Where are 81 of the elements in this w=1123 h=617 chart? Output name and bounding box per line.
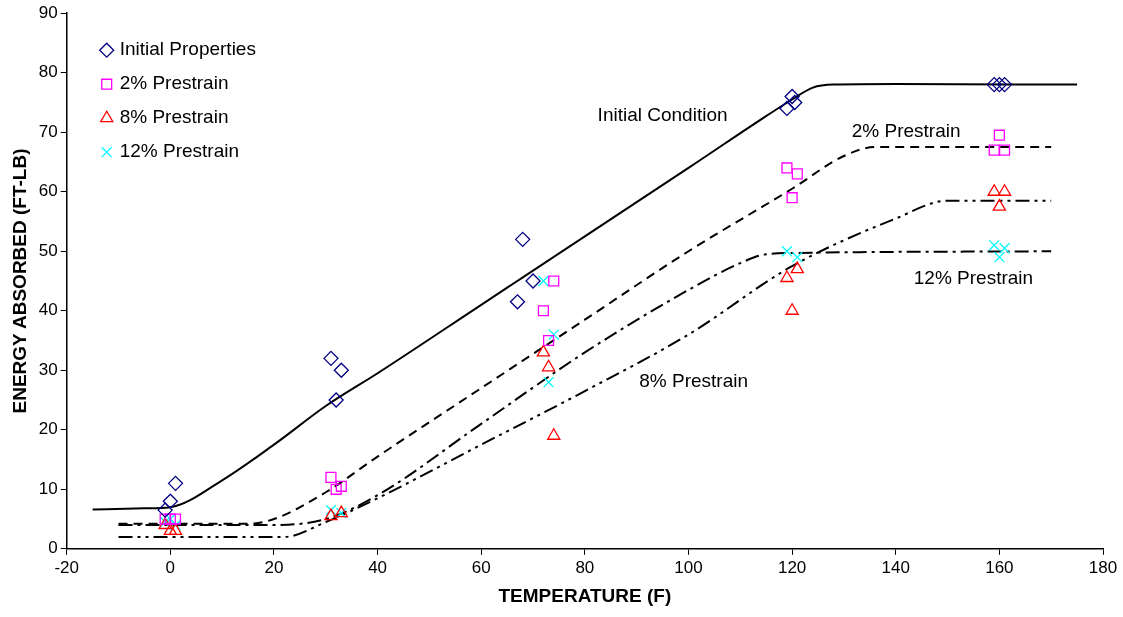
series-label: 8% Prestrain (639, 370, 749, 392)
point (790, 261, 805, 274)
point (525, 273, 541, 289)
x-tick-label: 60 (471, 557, 491, 577)
point (167, 475, 184, 491)
point (330, 483, 342, 495)
point (998, 144, 1011, 156)
point (780, 270, 794, 283)
point (169, 513, 182, 525)
point (542, 376, 555, 388)
y-tick-label: 30 (38, 359, 58, 379)
x-tick-label: 100 (674, 557, 703, 577)
series-label: 12% Prestrain (913, 267, 1034, 289)
point (986, 76, 1002, 93)
point (542, 334, 555, 347)
point (785, 303, 799, 315)
point (168, 523, 183, 536)
point (324, 508, 338, 521)
x-tick-label: 120 (777, 557, 807, 577)
point (781, 245, 793, 257)
point (547, 428, 561, 440)
point (991, 76, 1008, 93)
point (548, 275, 560, 287)
point (537, 305, 549, 317)
point (784, 88, 800, 105)
y-tick-label: 20 (38, 419, 58, 439)
x-tick-label: 40 (368, 557, 388, 577)
point (323, 350, 339, 367)
point (163, 523, 178, 536)
point (781, 162, 793, 174)
point (537, 275, 549, 287)
x-tick-label: 140 (881, 557, 910, 577)
point (328, 392, 344, 408)
point (169, 519, 182, 531)
x-tick-label: -20 (54, 557, 79, 577)
point (988, 144, 1000, 156)
legend-label: 8% Prestrain (119, 106, 229, 128)
x-tick-label: 0 (165, 557, 176, 577)
point (993, 251, 1005, 263)
point (157, 502, 173, 518)
y-tick-label: 50 (38, 240, 58, 260)
y-tick-label: 90 (38, 2, 58, 22)
x-tick-label: 160 (985, 557, 1014, 577)
point (515, 231, 531, 247)
point (993, 129, 1005, 141)
y-tick-label: 10 (38, 478, 58, 498)
point (536, 344, 551, 357)
y-axis-title: ENERGY ABSORBED (FT-LB) (8, 148, 30, 414)
point (548, 328, 560, 341)
y-tick-label: 80 (38, 62, 58, 82)
point (996, 76, 1013, 93)
point (786, 192, 798, 204)
x-axis-title: TEMPERATURE (F) (498, 584, 672, 606)
y-tick-label: 60 (38, 181, 58, 201)
point (998, 242, 1011, 254)
point (333, 362, 349, 378)
point (162, 493, 178, 509)
point (791, 168, 803, 180)
point (779, 100, 795, 117)
series-label: 2% Prestrain (851, 120, 961, 142)
legend-label: 12% Prestrain (119, 140, 240, 162)
point (509, 294, 526, 310)
series-label: Initial Condition (597, 103, 728, 125)
x-tick-label: 80 (575, 557, 595, 577)
point (325, 471, 337, 483)
legend-label: 2% Prestrain (119, 72, 229, 94)
point (987, 184, 1001, 196)
point (992, 198, 1007, 211)
y-tick-label: 70 (38, 121, 58, 141)
point (997, 184, 1012, 196)
legend-label: Initial Properties (119, 38, 256, 60)
point (787, 94, 803, 111)
y-tick-label: 40 (38, 300, 58, 320)
x-tick-label: 180 (1088, 557, 1118, 577)
point (325, 504, 337, 516)
x-tick-label: 20 (264, 557, 284, 577)
point (335, 480, 347, 492)
point (541, 359, 556, 372)
point (988, 239, 1000, 251)
y-tick-label: 0 (48, 538, 58, 558)
point (791, 251, 803, 263)
